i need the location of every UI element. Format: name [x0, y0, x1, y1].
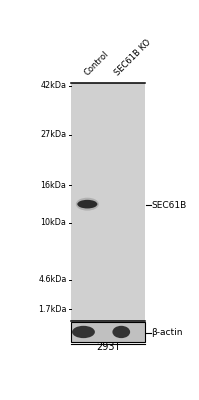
Text: 293T: 293T — [96, 342, 120, 352]
Bar — [71, 322, 145, 342]
Bar — [71, 84, 145, 320]
Text: 42kDa: 42kDa — [41, 81, 66, 90]
Text: SEC61B KO: SEC61B KO — [113, 38, 153, 77]
Text: 10kDa: 10kDa — [41, 218, 66, 227]
Ellipse shape — [76, 198, 99, 211]
Ellipse shape — [72, 326, 95, 338]
Text: Control: Control — [83, 49, 110, 77]
Text: 27kDa: 27kDa — [40, 130, 66, 139]
Text: 16kDa: 16kDa — [41, 180, 66, 190]
Ellipse shape — [112, 326, 130, 338]
Text: SEC61B: SEC61B — [151, 200, 187, 210]
Text: β-actin: β-actin — [151, 328, 183, 338]
Text: 1.7kDa: 1.7kDa — [38, 305, 66, 314]
Ellipse shape — [77, 200, 97, 208]
Text: 4.6kDa: 4.6kDa — [38, 276, 66, 284]
